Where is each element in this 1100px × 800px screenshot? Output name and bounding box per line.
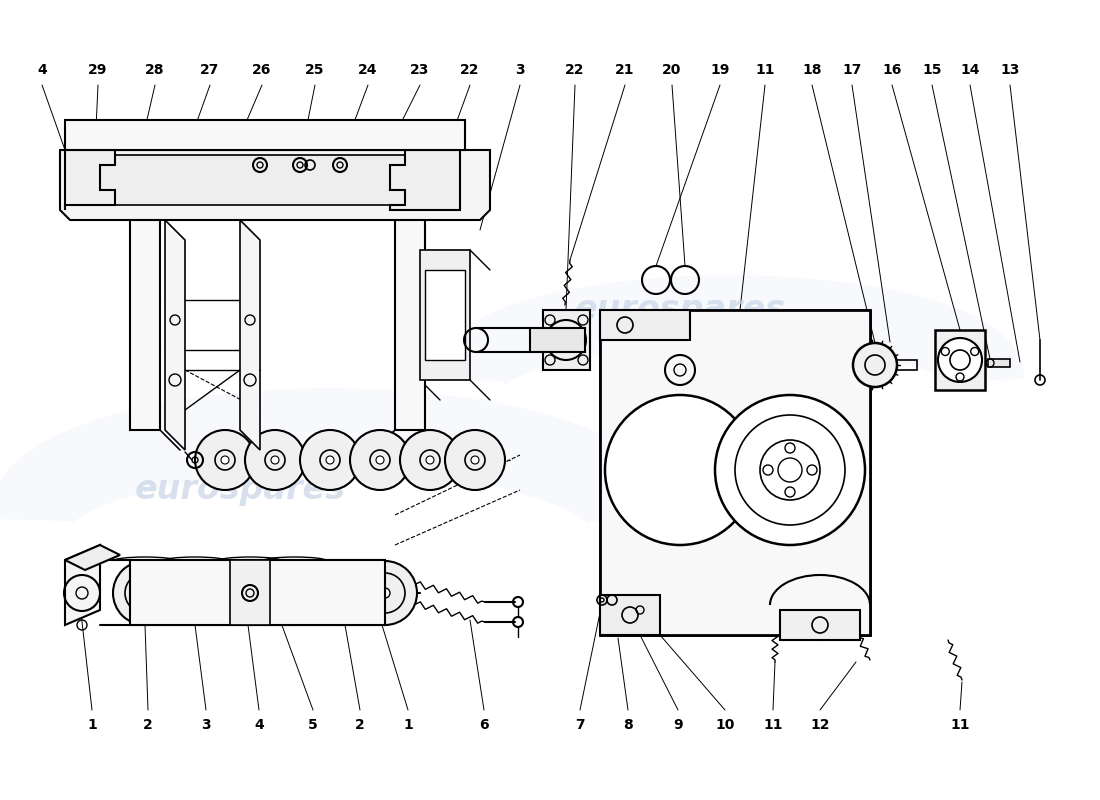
Bar (780, 610, 860, 640)
Bar (896, 360, 917, 370)
Text: 2: 2 (355, 718, 365, 732)
Circle shape (336, 588, 345, 598)
Polygon shape (600, 310, 870, 635)
Bar (425, 270, 465, 360)
Text: 28: 28 (145, 63, 165, 77)
Circle shape (245, 430, 305, 490)
Circle shape (113, 561, 177, 625)
Circle shape (271, 456, 279, 464)
Bar (80, 155, 455, 205)
Text: 11: 11 (763, 718, 783, 732)
Bar (65, 120, 465, 150)
Circle shape (400, 430, 460, 490)
Text: 20: 20 (662, 63, 682, 77)
Polygon shape (65, 150, 116, 210)
Text: 11: 11 (950, 718, 970, 732)
Text: 5: 5 (308, 718, 318, 732)
Polygon shape (390, 150, 460, 210)
Circle shape (163, 561, 227, 625)
Text: 8: 8 (623, 718, 632, 732)
Bar (230, 560, 270, 625)
Text: 3: 3 (201, 718, 211, 732)
Text: 10: 10 (715, 718, 735, 732)
Text: 4: 4 (37, 63, 47, 77)
Bar (530, 328, 585, 352)
Text: 7: 7 (575, 718, 585, 732)
Polygon shape (935, 330, 984, 390)
Circle shape (140, 588, 150, 598)
Bar (600, 595, 660, 635)
Circle shape (426, 456, 434, 464)
Circle shape (221, 456, 229, 464)
Polygon shape (65, 545, 120, 570)
Text: 3: 3 (515, 63, 525, 77)
Bar (600, 310, 690, 340)
Circle shape (852, 343, 896, 387)
Circle shape (245, 588, 255, 598)
Text: 1: 1 (87, 718, 97, 732)
Text: 1: 1 (403, 718, 412, 732)
Circle shape (376, 456, 384, 464)
Circle shape (446, 430, 505, 490)
Polygon shape (130, 170, 425, 200)
Polygon shape (543, 310, 590, 370)
Text: 19: 19 (711, 63, 729, 77)
Text: 11: 11 (756, 63, 774, 77)
Circle shape (379, 588, 390, 598)
Circle shape (308, 561, 372, 625)
Polygon shape (130, 170, 159, 430)
Circle shape (218, 561, 282, 625)
Polygon shape (240, 220, 260, 450)
Text: 26: 26 (252, 63, 272, 77)
Text: 24: 24 (359, 63, 377, 77)
Circle shape (715, 395, 865, 545)
Text: 17: 17 (843, 63, 861, 77)
Text: 22: 22 (565, 63, 585, 77)
Text: 4: 4 (254, 718, 264, 732)
Text: 12: 12 (811, 718, 829, 732)
Circle shape (290, 588, 300, 598)
Circle shape (350, 430, 410, 490)
Circle shape (195, 430, 255, 490)
Circle shape (353, 561, 417, 625)
Circle shape (471, 456, 478, 464)
Text: 21: 21 (615, 63, 635, 77)
Text: 13: 13 (1000, 63, 1020, 77)
Circle shape (326, 456, 334, 464)
Text: 29: 29 (88, 63, 108, 77)
Text: 25: 25 (306, 63, 324, 77)
Text: 16: 16 (882, 63, 902, 77)
Text: 6: 6 (480, 718, 488, 732)
Bar (988, 359, 1010, 367)
Text: 23: 23 (410, 63, 430, 77)
Bar (130, 560, 385, 625)
Text: 27: 27 (200, 63, 220, 77)
Text: 14: 14 (960, 63, 980, 77)
Circle shape (938, 338, 982, 382)
Bar (420, 250, 470, 380)
Text: 22: 22 (460, 63, 480, 77)
Circle shape (605, 395, 755, 545)
Text: eurospares: eurospares (134, 474, 345, 506)
Text: 15: 15 (922, 63, 942, 77)
Text: 9: 9 (673, 718, 683, 732)
Polygon shape (65, 545, 100, 625)
Text: eurospares: eurospares (574, 294, 785, 326)
Text: 2: 2 (143, 718, 153, 732)
Circle shape (300, 430, 360, 490)
Polygon shape (60, 150, 490, 220)
Text: 18: 18 (802, 63, 822, 77)
Circle shape (263, 561, 327, 625)
Polygon shape (165, 220, 185, 450)
Polygon shape (395, 170, 425, 430)
Circle shape (190, 588, 200, 598)
